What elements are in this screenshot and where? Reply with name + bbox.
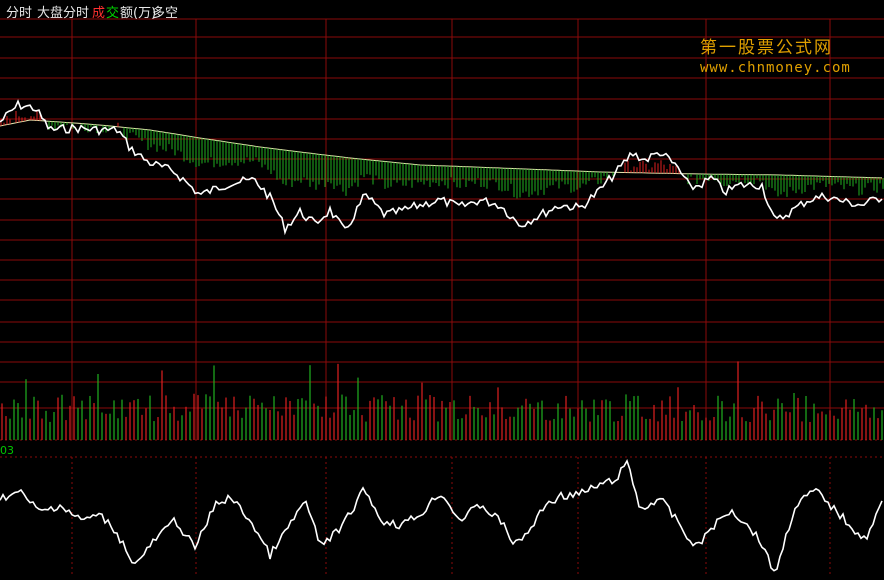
indicator-line: [0, 459, 883, 572]
watermark-url: www.chnmoney.com: [700, 60, 851, 76]
tab-chengjiao-cheng[interactable]: 成: [92, 6, 106, 21]
tab-duokong[interactable]: 多空: [152, 6, 179, 21]
tab-fenshi[interactable]: 分时: [6, 6, 33, 21]
price-line: [0, 99, 883, 236]
tab-chengjiao-jiao[interactable]: 交: [106, 6, 120, 21]
indicator-value-label: 03: [0, 444, 14, 457]
tab-chengjiao-e[interactable]: 额(万): [120, 6, 157, 21]
tab-dapan-fenshi[interactable]: 大盘分时: [37, 6, 90, 21]
average-price-line: [0, 119, 883, 179]
watermark-title: 第一股票公式网: [700, 38, 833, 58]
